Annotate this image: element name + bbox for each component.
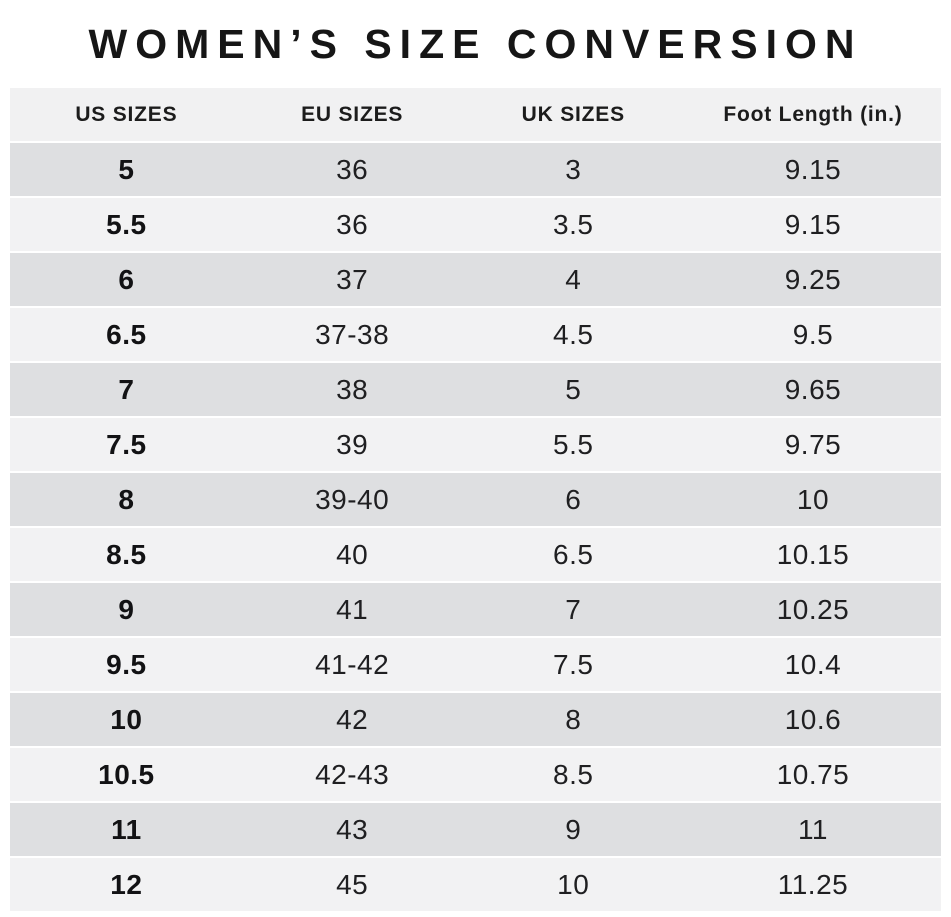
cell-us-size: 7 (10, 363, 243, 416)
cell-eu-size: 41 (242, 583, 462, 636)
cell-uk-size: 10 (461, 858, 685, 911)
table-row: 5.5 36 3.5 9.15 (10, 198, 941, 251)
table-row: 8 39-40 6 10 (10, 473, 941, 526)
page-title: WOMEN’S SIZE CONVERSION (88, 20, 863, 67)
column-header-eu-sizes: EU SIZES (242, 88, 462, 141)
cell-foot-length: 9.75 (684, 418, 941, 471)
cell-uk-size: 6 (461, 473, 685, 526)
cell-us-size: 12 (10, 858, 243, 911)
cell-uk-size: 5.5 (461, 418, 685, 471)
cell-uk-size: 7.5 (461, 638, 685, 691)
cell-eu-size: 40 (242, 528, 462, 581)
table-row: 10 42 8 10.6 (10, 693, 941, 746)
cell-us-size: 7.5 (10, 418, 243, 471)
table-row: 9.5 41-42 7.5 10.4 (10, 638, 941, 691)
cell-foot-length: 11.25 (684, 858, 941, 911)
cell-foot-length: 10.15 (684, 528, 941, 581)
cell-eu-size: 39-40 (242, 473, 462, 526)
table-row: 7.5 39 5.5 9.75 (10, 418, 941, 471)
cell-eu-size: 42 (242, 693, 462, 746)
size-conversion-table: US SIZES EU SIZES UK SIZES Foot Length (… (10, 86, 941, 913)
cell-eu-size: 41-42 (242, 638, 462, 691)
column-header-foot-length: Foot Length (in.) (684, 88, 941, 141)
cell-foot-length: 10 (684, 473, 941, 526)
cell-eu-size: 36 (242, 143, 462, 196)
cell-us-size: 6.5 (10, 308, 243, 361)
cell-uk-size: 6.5 (461, 528, 685, 581)
cell-us-size: 6 (10, 253, 243, 306)
cell-foot-length: 11 (684, 803, 941, 856)
cell-eu-size: 36 (242, 198, 462, 251)
cell-uk-size: 3.5 (461, 198, 685, 251)
table-row: 8.5 40 6.5 10.15 (10, 528, 941, 581)
cell-us-size: 5.5 (10, 198, 243, 251)
cell-uk-size: 7 (461, 583, 685, 636)
cell-foot-length: 9.15 (684, 143, 941, 196)
cell-eu-size: 37-38 (242, 308, 462, 361)
cell-foot-length: 10.75 (684, 748, 941, 801)
table-row: 7 38 5 9.65 (10, 363, 941, 416)
cell-uk-size: 8.5 (461, 748, 685, 801)
table-row: 11 43 9 11 (10, 803, 941, 856)
header-row: US SIZES EU SIZES UK SIZES Foot Length (… (10, 88, 941, 141)
cell-us-size: 10 (10, 693, 243, 746)
table-row: 5 36 3 9.15 (10, 143, 941, 196)
table-row: 6 37 4 9.25 (10, 253, 941, 306)
cell-uk-size: 9 (461, 803, 685, 856)
cell-foot-length: 10.6 (684, 693, 941, 746)
table-row: 6.5 37-38 4.5 9.5 (10, 308, 941, 361)
cell-us-size: 9.5 (10, 638, 243, 691)
cell-eu-size: 43 (242, 803, 462, 856)
cell-eu-size: 45 (242, 858, 462, 911)
table-row: 9 41 7 10.25 (10, 583, 941, 636)
cell-foot-length: 9.5 (684, 308, 941, 361)
table-body: 5 36 3 9.15 5.5 36 3.5 9.15 6 37 4 9.25 … (10, 143, 941, 911)
cell-us-size: 11 (10, 803, 243, 856)
cell-uk-size: 4 (461, 253, 685, 306)
cell-foot-length: 10.25 (684, 583, 941, 636)
cell-uk-size: 8 (461, 693, 685, 746)
cell-eu-size: 37 (242, 253, 462, 306)
cell-us-size: 9 (10, 583, 243, 636)
table-row: 12 45 10 11.25 (10, 858, 941, 911)
column-header-uk-sizes: UK SIZES (461, 88, 685, 141)
cell-foot-length: 9.25 (684, 253, 941, 306)
cell-eu-size: 38 (242, 363, 462, 416)
column-header-us-sizes: US SIZES (10, 88, 243, 141)
cell-eu-size: 42-43 (242, 748, 462, 801)
cell-us-size: 5 (10, 143, 243, 196)
cell-uk-size: 5 (461, 363, 685, 416)
cell-foot-length: 9.15 (684, 198, 941, 251)
table-row: 10.5 42-43 8.5 10.75 (10, 748, 941, 801)
table-header: US SIZES EU SIZES UK SIZES Foot Length (… (10, 88, 941, 141)
cell-us-size: 10.5 (10, 748, 243, 801)
cell-us-size: 8 (10, 473, 243, 526)
cell-uk-size: 4.5 (461, 308, 685, 361)
cell-eu-size: 39 (242, 418, 462, 471)
cell-us-size: 8.5 (10, 528, 243, 581)
cell-uk-size: 3 (461, 143, 685, 196)
cell-foot-length: 9.65 (684, 363, 941, 416)
cell-foot-length: 10.4 (684, 638, 941, 691)
